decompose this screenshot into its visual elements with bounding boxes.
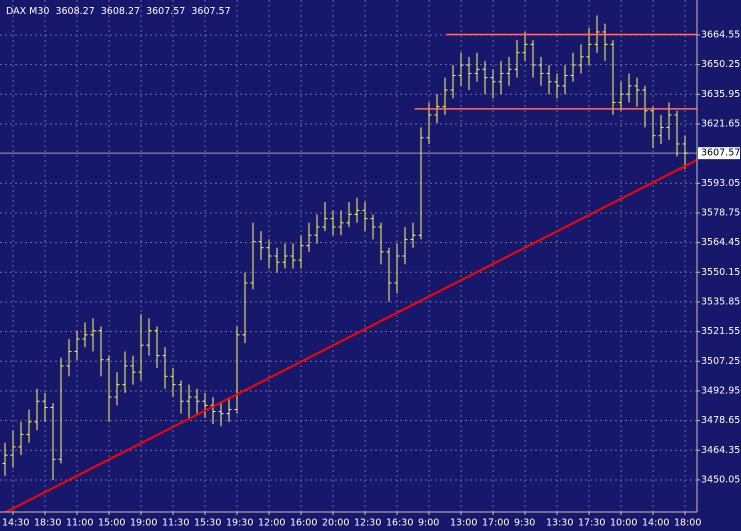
header-value: 3608.27 bbox=[101, 6, 140, 17]
y-tick-label: 3450.05 bbox=[701, 474, 740, 485]
y-tick-label: 3564.45 bbox=[701, 237, 740, 248]
x-tick-label: 15:00 bbox=[98, 518, 125, 529]
x-tick-label: 9:00 bbox=[418, 518, 439, 529]
y-tick-label: 3550.15 bbox=[701, 267, 740, 278]
last-price-box bbox=[698, 147, 740, 160]
y-tick-label: 3492.95 bbox=[701, 385, 740, 396]
header-value: 3607.57 bbox=[191, 6, 230, 17]
symbol: DAX M30 bbox=[6, 6, 49, 17]
x-tick-label: 16:00 bbox=[290, 518, 317, 529]
y-tick-label: 3621.65 bbox=[701, 118, 740, 129]
x-tick-label: 17:30 bbox=[578, 518, 605, 529]
x-tick-label: 14:30 bbox=[2, 518, 29, 529]
x-tick-label: 12:00 bbox=[258, 518, 285, 529]
y-tick-label: 3507.25 bbox=[701, 356, 740, 367]
plot-area bbox=[0, 15, 697, 512]
y-tick-label: 3464.35 bbox=[701, 445, 740, 456]
y-tick-label: 3535.85 bbox=[701, 296, 740, 307]
x-tick-label: 18:00 bbox=[674, 518, 701, 529]
y-tick-label: 3578.75 bbox=[701, 207, 740, 218]
x-tick-label: 10:00 bbox=[610, 518, 637, 529]
y-tick-label: 3650.25 bbox=[701, 59, 740, 70]
x-tick-label: 16:30 bbox=[386, 518, 413, 529]
y-tick-label: 3635.95 bbox=[701, 89, 740, 100]
x-tick-label: 19:00 bbox=[130, 518, 157, 529]
x-tick-label: 15:30 bbox=[194, 518, 221, 529]
trend-line bbox=[3, 159, 697, 512]
x-tick-label: 13:00 bbox=[450, 518, 477, 529]
y-tick-label: 3593.05 bbox=[701, 178, 740, 189]
x-tick-label: 11:30 bbox=[162, 518, 189, 529]
x-tick-label: 14:00 bbox=[642, 518, 669, 529]
y-tick-label: 3664.55 bbox=[701, 29, 740, 40]
header-value: 3608.27 bbox=[55, 6, 94, 17]
x-tick-label: 17:00 bbox=[482, 518, 509, 529]
x-tick-label: 11:00 bbox=[66, 518, 93, 529]
x-tick-label: 19:30 bbox=[226, 518, 253, 529]
axes: 3664.55 3650.25 3635.95 3621.65 3593.05 3578.… bbox=[2, 29, 740, 528]
grid bbox=[0, 0, 697, 512]
x-tick-label: 18:30 bbox=[34, 518, 61, 529]
header-value: 3607.57 bbox=[146, 6, 185, 17]
x-tick-label: 12:30 bbox=[354, 518, 381, 529]
x-tick-label: 9:30 bbox=[514, 518, 535, 529]
y-tick-label: 3521.55 bbox=[701, 326, 740, 337]
x-tick-label: 20:00 bbox=[322, 518, 349, 529]
last-price-label: 3607.57 bbox=[701, 148, 740, 159]
header: DAX M30 3608.27 3608.27 3607.57 3607.57 bbox=[6, 6, 231, 17]
x-tick-label: 13:30 bbox=[546, 518, 573, 529]
y-tick-label: 3478.65 bbox=[701, 415, 740, 426]
